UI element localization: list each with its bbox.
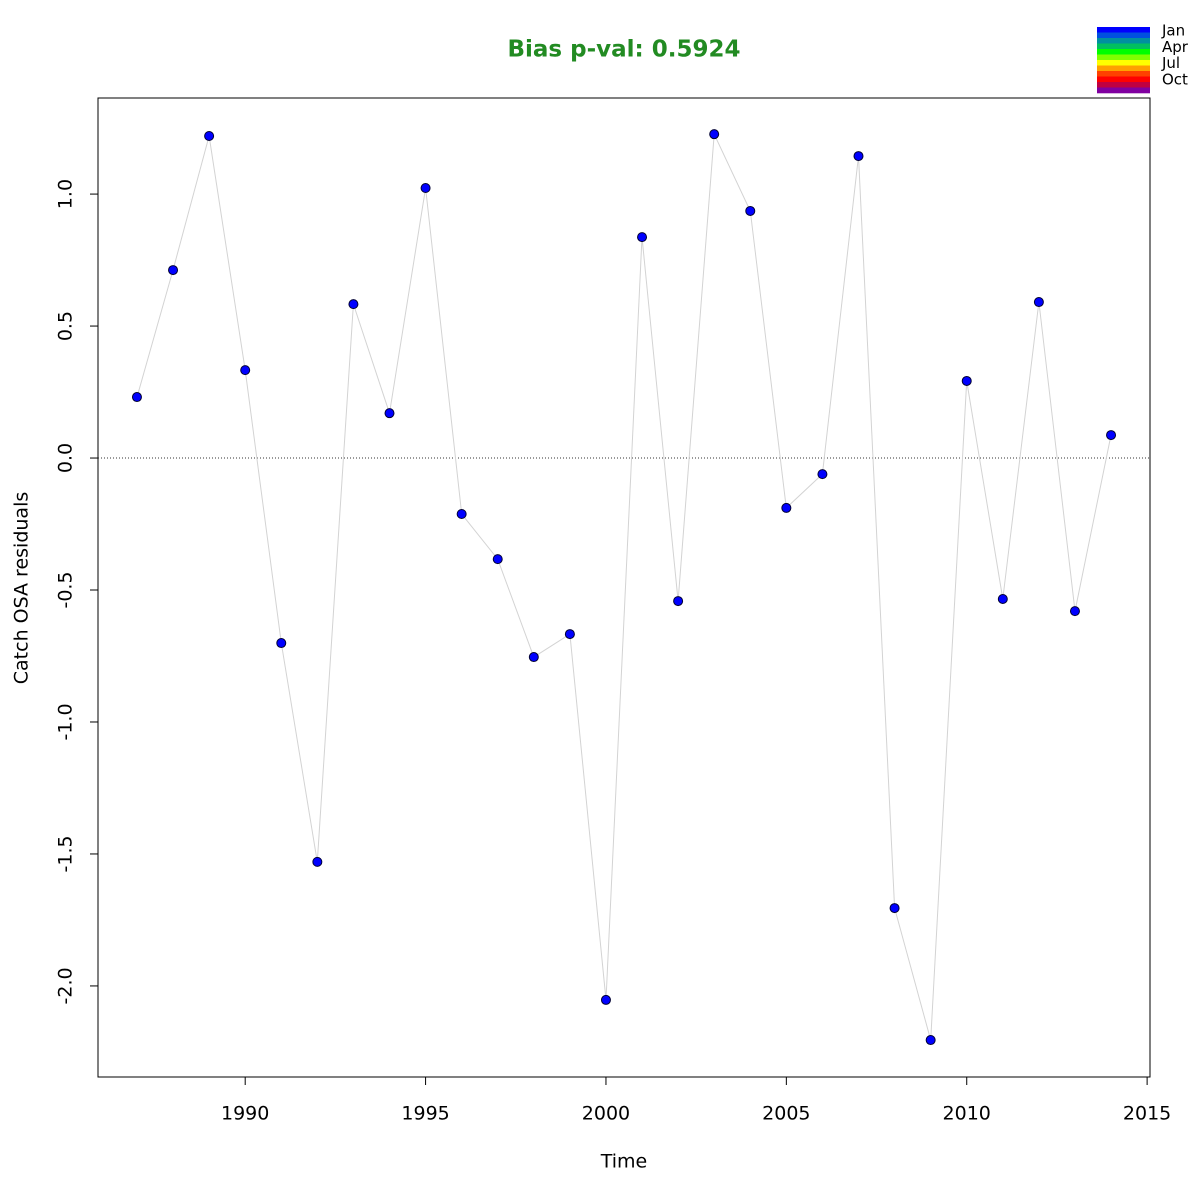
point	[853, 151, 864, 162]
point	[1069, 606, 1080, 617]
plot-frame	[97, 97, 1151, 1078]
point	[456, 508, 467, 519]
point	[528, 652, 539, 663]
legend-swatch	[1097, 32, 1150, 39]
legend-swatch	[1097, 65, 1150, 72]
point	[492, 554, 503, 565]
y-tick-label: -1.0	[55, 703, 77, 740]
y-axis-label: Catch OSA residuals	[11, 492, 33, 684]
point	[204, 131, 215, 142]
point	[384, 408, 395, 419]
point	[709, 129, 720, 140]
point	[168, 265, 179, 276]
legend-swatch	[1097, 54, 1150, 61]
legend-swatch	[1097, 49, 1150, 55]
x-tick-label: 2015	[1123, 1103, 1171, 1125]
point	[420, 183, 431, 194]
y-tick-label: -2.0	[55, 967, 77, 1004]
point	[673, 596, 684, 607]
legend-label: Apr	[1162, 38, 1189, 56]
point	[817, 469, 828, 480]
y-tick-label: 0.5	[55, 311, 77, 341]
y-tick-label: 0.0	[55, 443, 77, 473]
point	[240, 365, 251, 376]
point	[745, 205, 756, 216]
point	[600, 994, 611, 1005]
legend-swatch	[1097, 60, 1150, 66]
x-tick-label: 1995	[401, 1103, 449, 1125]
legend-swatch	[1097, 43, 1150, 50]
legend-label: Jul	[1161, 54, 1180, 72]
point	[637, 232, 648, 243]
legend-label: Oct	[1162, 70, 1188, 88]
legend-swatch	[1097, 87, 1150, 94]
y-tick-label: -0.5	[55, 571, 77, 608]
legend-swatch	[1097, 76, 1150, 83]
point	[925, 1035, 936, 1046]
legend-swatch	[1097, 27, 1150, 33]
point	[312, 856, 323, 867]
point	[997, 593, 1008, 604]
x-tick-label: 2000	[582, 1103, 630, 1125]
legend-swatch	[1097, 71, 1150, 77]
point	[889, 903, 900, 914]
y-tick-label: -1.5	[55, 835, 77, 872]
x-tick-label: 1990	[221, 1103, 269, 1125]
chart-title: Bias p-val: 0.5924	[508, 37, 741, 63]
point	[564, 629, 575, 640]
x-tick-label: 2010	[943, 1103, 991, 1125]
point	[348, 299, 359, 310]
point	[1106, 430, 1117, 441]
series-line	[136, 132, 1112, 1041]
legend-label: Jan	[1161, 22, 1185, 40]
x-axis-label: Time	[600, 1151, 648, 1173]
point	[276, 638, 287, 649]
point	[1033, 297, 1044, 308]
point	[961, 375, 972, 386]
point	[131, 392, 142, 403]
legend-swatch	[1097, 38, 1150, 44]
point	[781, 502, 792, 513]
legend-swatch	[1097, 82, 1150, 88]
y-tick-label: 1.0	[55, 179, 77, 209]
x-tick-label: 2005	[762, 1103, 810, 1125]
